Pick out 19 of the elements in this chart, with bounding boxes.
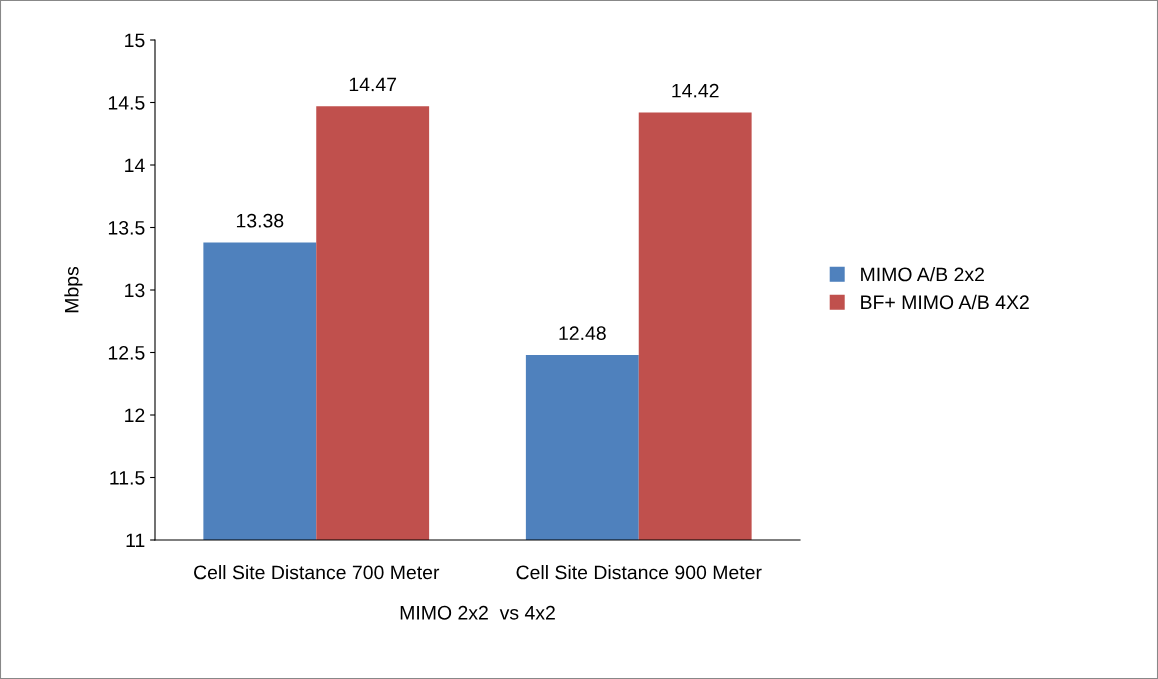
legend-label: MIMO A/B 2x2 bbox=[861, 267, 984, 282]
x-tick-label: Cell Site Distance 900 Meter bbox=[516, 565, 762, 580]
y-tick-label: 11 bbox=[126, 533, 145, 548]
y-tick-label: 14.5 bbox=[108, 96, 145, 110]
x-tick-label: Cell Site Distance 700 Meter bbox=[194, 565, 440, 580]
y-tick-label: 12.5 bbox=[108, 345, 145, 360]
data-label: 13.38 bbox=[236, 213, 284, 228]
y-tick-label: 12 bbox=[125, 408, 145, 423]
y-tick-label: 13.5 bbox=[108, 220, 145, 235]
y-tick-label: 13 bbox=[125, 283, 145, 298]
data-label: 14.47 bbox=[349, 77, 397, 92]
y-tick-label: 15 bbox=[125, 33, 145, 48]
data-label: 12.48 bbox=[559, 326, 606, 341]
y-tick-label: 11.5 bbox=[110, 471, 145, 485]
data-label: 14.42 bbox=[672, 83, 719, 98]
y-tick-label: 14 bbox=[125, 158, 145, 173]
legend-label: BF+ MIMO A/B 4X2 bbox=[861, 294, 1029, 310]
x-axis-title: MIMO 2x2 vs 4x2 bbox=[400, 605, 555, 620]
y-axis-title: Mbps bbox=[64, 266, 83, 313]
